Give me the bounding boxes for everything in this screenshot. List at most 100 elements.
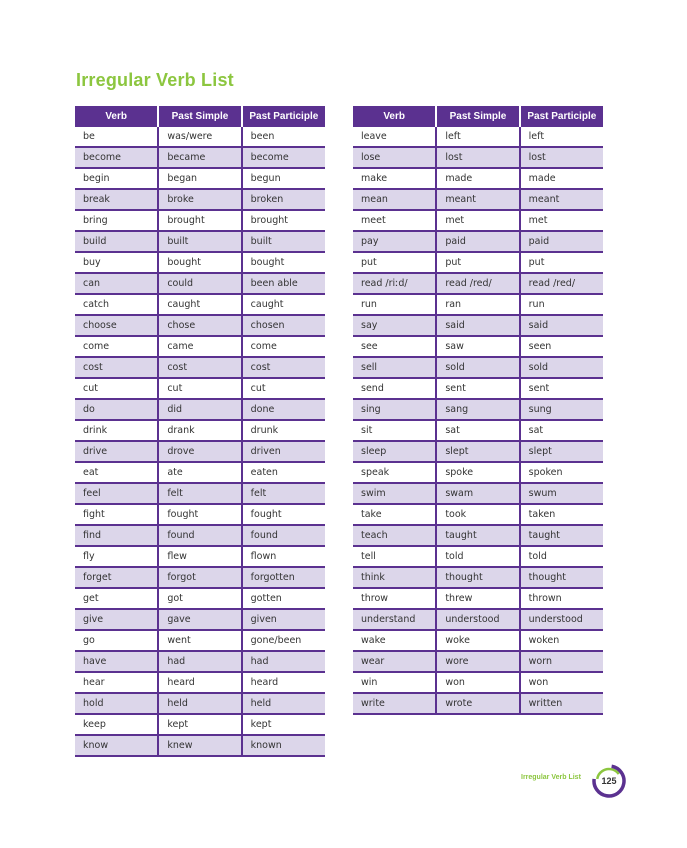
cell-past-participle: slept — [518, 441, 603, 463]
cell-past-participle: written — [518, 693, 603, 715]
cell-verb: drive — [75, 441, 159, 463]
table-row: cut cut cut — [75, 378, 325, 400]
table-row: fight fought fought — [75, 504, 325, 526]
table-row: drive drove driven — [75, 441, 325, 463]
cell-past-simple: sold — [435, 357, 520, 379]
cell-past-simple: could — [157, 273, 242, 295]
cell-verb: wake — [353, 630, 437, 652]
cell-past-participle: lost — [518, 147, 603, 169]
cell-past-participle: taught — [518, 525, 603, 547]
cell-past-participle: heard — [240, 672, 325, 694]
cell-verb: say — [353, 315, 437, 337]
cell-past-participle: woken — [518, 630, 603, 652]
table-row: begin began begun — [75, 168, 325, 190]
cell-past-simple: heard — [157, 672, 242, 694]
cell-past-participle: fought — [240, 504, 325, 526]
cell-past-simple: meant — [435, 189, 520, 211]
cell-verb: swim — [353, 483, 437, 505]
table-row: cost cost cost — [75, 357, 325, 379]
cell-verb: have — [75, 651, 159, 673]
table-row: keep kept kept — [75, 714, 325, 736]
header-past-simple: Past Simple — [435, 106, 520, 127]
cell-past-participle: met — [518, 210, 603, 232]
cell-past-simple: won — [435, 672, 520, 694]
cell-past-participle: had — [240, 651, 325, 673]
table-row: think thought thought — [353, 567, 603, 589]
cell-verb: catch — [75, 294, 159, 316]
cell-verb: give — [75, 609, 159, 631]
table-row: meet met met — [353, 210, 603, 232]
table-row: build built built — [75, 231, 325, 253]
cell-past-participle: sat — [518, 420, 603, 442]
table-row: wake woke woken — [353, 630, 603, 652]
table-row: take took taken — [353, 504, 603, 526]
cell-past-participle: felt — [240, 483, 325, 505]
cell-past-simple: sang — [435, 399, 520, 421]
cell-verb: can — [75, 273, 159, 295]
cell-past-participle: paid — [518, 231, 603, 253]
cell-past-participle: thought — [518, 567, 603, 589]
cell-verb: forget — [75, 567, 159, 589]
table-row: eat ate eaten — [75, 462, 325, 484]
cell-verb: build — [75, 231, 159, 253]
cell-verb: make — [353, 168, 437, 190]
header-past-simple: Past Simple — [157, 106, 242, 127]
table-row: bring brought brought — [75, 210, 325, 232]
cell-past-participle: begun — [240, 168, 325, 190]
cell-past-simple: kept — [157, 714, 242, 736]
cell-past-simple: drove — [157, 441, 242, 463]
table-row: go went gone/been — [75, 630, 325, 652]
cell-past-simple: lost — [435, 147, 520, 169]
cell-past-participle: taken — [518, 504, 603, 526]
cell-past-participle: sold — [518, 357, 603, 379]
cell-past-simple: wore — [435, 651, 520, 673]
cell-verb: meet — [353, 210, 437, 232]
table-row: send sent sent — [353, 378, 603, 400]
table-row: sit sat sat — [353, 420, 603, 442]
header-verb: Verb — [353, 106, 437, 127]
header-past-participle: Past Participle — [518, 106, 603, 127]
cell-past-simple: caught — [157, 294, 242, 316]
cell-verb: fight — [75, 504, 159, 526]
cell-past-simple: bought — [157, 252, 242, 274]
cell-past-participle: kept — [240, 714, 325, 736]
cell-past-participle: done — [240, 399, 325, 421]
cell-past-simple: came — [157, 336, 242, 358]
cell-past-simple: saw — [435, 336, 520, 358]
cell-past-simple: cut — [157, 378, 242, 400]
cell-verb: write — [353, 693, 437, 715]
cell-past-simple: built — [157, 231, 242, 253]
table-row: give gave given — [75, 609, 325, 631]
table-row: drink drank drunk — [75, 420, 325, 442]
table-row: make made made — [353, 168, 603, 190]
table-row: write wrote written — [353, 693, 603, 715]
cell-past-participle: been — [240, 127, 325, 148]
cell-past-participle: sent — [518, 378, 603, 400]
footer-label: Irregular Verb List — [521, 774, 581, 781]
cell-past-participle: read /red/ — [518, 273, 603, 295]
table-row: wear wore worn — [353, 651, 603, 673]
cell-past-simple: slept — [435, 441, 520, 463]
cell-past-simple: brought — [157, 210, 242, 232]
cell-verb: throw — [353, 588, 437, 610]
cell-verb: lose — [353, 147, 437, 169]
cell-past-participle: won — [518, 672, 603, 694]
cell-past-participle: broken — [240, 189, 325, 211]
cell-verb: choose — [75, 315, 159, 337]
cell-past-participle: said — [518, 315, 603, 337]
cell-past-simple: paid — [435, 231, 520, 253]
table-row: sleep slept slept — [353, 441, 603, 463]
table-row: say said said — [353, 315, 603, 337]
cell-verb: break — [75, 189, 159, 211]
table-row: speak spoke spoken — [353, 462, 603, 484]
cell-verb: sing — [353, 399, 437, 421]
cell-past-participle: meant — [518, 189, 603, 211]
cell-past-simple: had — [157, 651, 242, 673]
table-row: break broke broken — [75, 189, 325, 211]
table-row: pay paid paid — [353, 231, 603, 253]
cell-verb: see — [353, 336, 437, 358]
page-title: Irregular Verb List — [76, 70, 234, 90]
cell-past-participle: put — [518, 252, 603, 274]
table-row: sell sold sold — [353, 357, 603, 379]
table-row: run ran run — [353, 294, 603, 316]
